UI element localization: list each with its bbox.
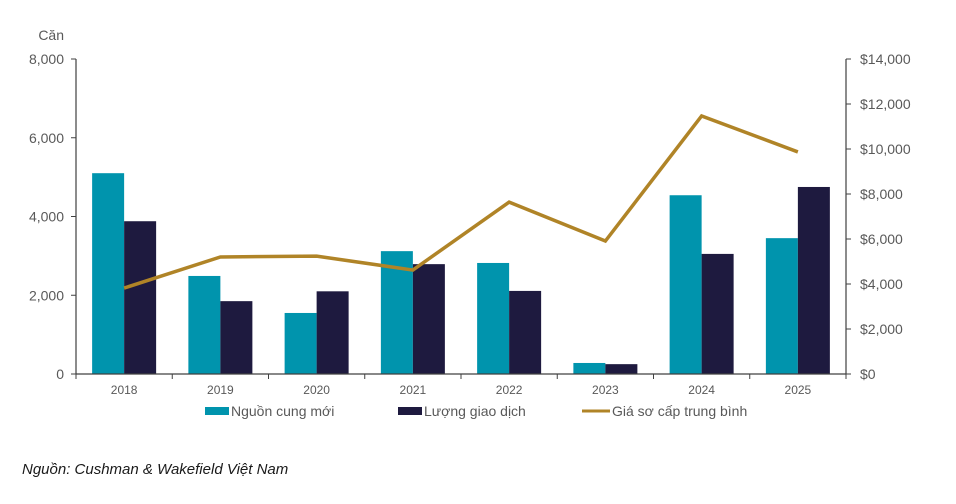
bar-transactions-2022 <box>509 290 542 374</box>
legend-swatch <box>205 407 229 415</box>
x-tick-label: 2019 <box>207 383 234 397</box>
y-tick-label: 2,000 <box>29 287 64 303</box>
y2-tick-label: $8,000 <box>860 186 903 202</box>
y-tick-label: 4,000 <box>29 209 64 225</box>
legend-item-2: Giá sơ cấp trung bình <box>582 403 747 419</box>
bar-new-supply-2018 <box>92 173 125 374</box>
legend-label: Lượng giao dịch <box>424 403 526 419</box>
legend-item-0: Nguồn cung mới <box>205 403 334 419</box>
y2-tick-label: $0 <box>860 366 876 382</box>
y2-tick-label: $2,000 <box>860 321 903 337</box>
legend: Nguồn cung mới Lượng giao dịch Giá sơ cấp … <box>205 403 747 419</box>
legend-label: Giá sơ cấp trung bình <box>612 403 747 419</box>
bar-new-supply-2025 <box>765 238 798 374</box>
y2-tick-label: $12,000 <box>860 96 911 112</box>
bar-new-supply-2020 <box>284 312 317 374</box>
bar-new-supply-2024 <box>669 195 702 374</box>
y-tick-label: 0 <box>56 366 64 382</box>
x-tick-label: 2018 <box>111 383 138 397</box>
legend-swatch <box>398 407 422 415</box>
bar-transactions-2021 <box>412 264 445 374</box>
bar-transactions-2019 <box>220 301 253 374</box>
line-average-primary-price <box>123 113 799 290</box>
x-tick-label: 2024 <box>688 383 715 397</box>
bar-transactions-2023 <box>605 364 638 374</box>
y2-tick-label: $4,000 <box>860 276 903 292</box>
y-axis-title: Căn <box>38 27 64 43</box>
bar-transactions-2024 <box>701 253 734 374</box>
y2-tick-label: $10,000 <box>860 141 911 157</box>
bar-new-supply-2021 <box>380 251 413 374</box>
bar-new-supply-2022 <box>477 262 510 374</box>
x-tick-label: 2023 <box>592 383 619 397</box>
legend-item-1: Lượng giao dịch <box>398 403 526 419</box>
y2-tick-label: $6,000 <box>860 231 903 247</box>
x-tick-label: 2020 <box>303 383 330 397</box>
bar-transactions-2020 <box>316 291 349 374</box>
x-tick-label: 2021 <box>400 383 427 397</box>
y-tick-label: 6,000 <box>29 130 64 146</box>
y-tick-label: 8,000 <box>29 51 64 67</box>
axes-group: 0 2,000 4,000 6,000 8,000 $0 $2,000 $4,000 $6,00… <box>29 51 911 397</box>
bar-new-supply-2023 <box>573 362 606 374</box>
bar-transactions-2025 <box>797 186 830 374</box>
x-tick-label: 2025 <box>785 383 812 397</box>
y2-tick-label: $14,000 <box>860 51 911 67</box>
bars-group <box>92 173 830 374</box>
bar-transactions-2018 <box>124 221 157 374</box>
source-note: Nguồn: Cushman & Wakefield Việt Nam <box>22 461 289 478</box>
legend-label: Nguồn cung mới <box>231 403 334 419</box>
x-tick-label: 2022 <box>496 383 523 397</box>
bar-new-supply-2019 <box>188 275 221 374</box>
line-group <box>123 113 799 290</box>
